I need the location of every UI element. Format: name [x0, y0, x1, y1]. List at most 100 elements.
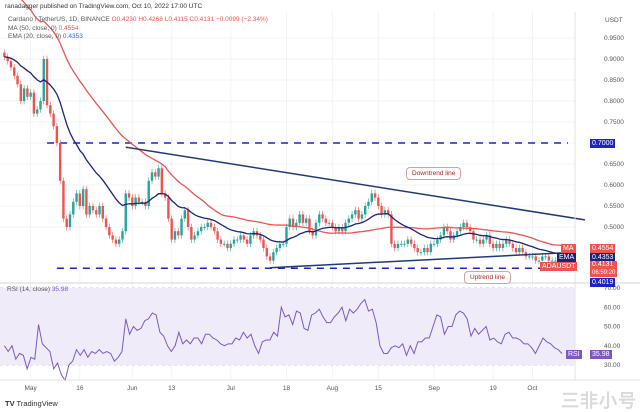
- candle-body: [173, 231, 177, 240]
- candle: [298, 211, 301, 227]
- price-tick-label: 0.9000: [604, 56, 624, 63]
- candle-body: [268, 256, 272, 261]
- time-tick-label: May: [24, 385, 37, 392]
- candle: [367, 198, 370, 210]
- time-tick-label: Jul: [227, 385, 236, 392]
- time-tick-label: 19: [490, 385, 498, 392]
- candle-body: [157, 168, 160, 177]
- candle-body: [518, 248, 521, 253]
- candle: [124, 190, 127, 235]
- candle: [111, 232, 114, 243]
- candle: [55, 122, 59, 147]
- candle: [514, 244, 518, 256]
- ohlc-close: C0.4131: [189, 16, 215, 23]
- candle-body: [52, 113, 55, 127]
- candle: [396, 240, 400, 252]
- candle-body: [259, 235, 262, 240]
- rsi-legend[interactable]: RSI (14, close) 35.98: [7, 286, 68, 293]
- candle-body: [16, 75, 19, 85]
- candle-body: [104, 218, 108, 227]
- candle: [245, 236, 249, 248]
- candle: [423, 244, 426, 256]
- candle-body: [377, 197, 380, 206]
- candle: [26, 85, 29, 101]
- candle: [291, 215, 295, 231]
- candle-body: [347, 218, 350, 223]
- candle: [275, 244, 278, 256]
- rsi-tag-value: 35.98: [590, 350, 612, 359]
- candle: [324, 215, 328, 227]
- last-tag-label: ADAUSDT: [540, 262, 578, 271]
- candle-body: [291, 218, 295, 227]
- candle: [321, 211, 324, 222]
- rsi-tag-label: RSI: [566, 350, 582, 359]
- candle-body: [167, 197, 170, 219]
- candle-body: [193, 235, 196, 240]
- support-price-tag: 0.4019: [590, 278, 616, 287]
- candle-body: [465, 222, 469, 227]
- candle: [285, 223, 288, 248]
- candle-body: [200, 227, 203, 232]
- candle-body: [216, 231, 219, 240]
- candle-body: [436, 239, 439, 244]
- candle-body: [295, 222, 298, 227]
- price-tick-label: 0.5000: [604, 224, 624, 231]
- ema-legend[interactable]: EMA (20, close, 0) 0.4353: [8, 33, 83, 40]
- uptrend-callout: Uptrend line: [464, 271, 512, 284]
- time-tick-label: Sep: [428, 385, 440, 392]
- time-tick-label: Oct: [527, 385, 537, 392]
- candle-body: [78, 193, 82, 206]
- candle: [478, 236, 482, 248]
- candle: [314, 219, 318, 239]
- ma-legend[interactable]: MA (50, close, 0) 0.4554: [8, 25, 78, 32]
- candle: [9, 57, 13, 71]
- candle: [501, 240, 505, 252]
- candle-body: [272, 252, 275, 261]
- candle-body: [554, 260, 557, 262]
- candle-body: [81, 189, 85, 206]
- candle: [131, 194, 134, 210]
- candle-body: [482, 239, 485, 244]
- candle-body: [403, 243, 406, 245]
- candle-body: [541, 256, 544, 261]
- price-tick-label: 0.9500: [604, 35, 624, 42]
- candle-body: [337, 227, 341, 232]
- candle: [32, 89, 36, 117]
- candle: [354, 206, 357, 218]
- candle: [357, 206, 360, 222]
- candle: [373, 190, 377, 201]
- candle-body: [528, 256, 531, 258]
- candle: [177, 227, 180, 239]
- candle-body: [390, 214, 393, 244]
- candle-body: [544, 256, 547, 258]
- candle-body: [354, 210, 357, 215]
- candle: [360, 211, 364, 222]
- candle-body: [275, 248, 278, 253]
- candle-body: [357, 210, 360, 219]
- watermark: 三非小号: [561, 391, 637, 411]
- candle-body: [19, 84, 22, 101]
- ohlc-low: L0.4115: [164, 16, 188, 23]
- candle-body: [449, 231, 452, 240]
- candle: [219, 236, 223, 248]
- tradingview-logo[interactable]: TV TradingView: [5, 399, 58, 408]
- candle-body: [521, 248, 524, 253]
- candle-body: [72, 201, 75, 215]
- candle-body: [190, 227, 193, 240]
- candle-body: [285, 227, 288, 244]
- candle-body: [514, 248, 518, 253]
- candle: [22, 85, 26, 105]
- candle-body: [321, 214, 324, 219]
- candle-body: [65, 218, 68, 227]
- candle: [36, 106, 39, 117]
- ema-legend-value: 0.4353: [62, 33, 83, 40]
- candle-body: [55, 126, 59, 143]
- candle: [216, 227, 219, 243]
- candle: [403, 240, 406, 248]
- candle-body: [245, 239, 249, 244]
- price-tick-label: 0.5500: [604, 203, 624, 210]
- candle: [226, 240, 229, 252]
- candle: [13, 64, 16, 80]
- candle-body: [98, 206, 101, 215]
